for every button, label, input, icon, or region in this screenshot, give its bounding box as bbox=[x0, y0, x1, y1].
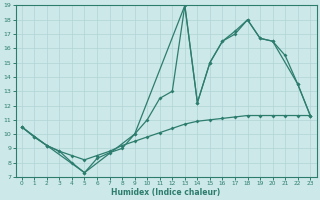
X-axis label: Humidex (Indice chaleur): Humidex (Indice chaleur) bbox=[111, 188, 221, 197]
